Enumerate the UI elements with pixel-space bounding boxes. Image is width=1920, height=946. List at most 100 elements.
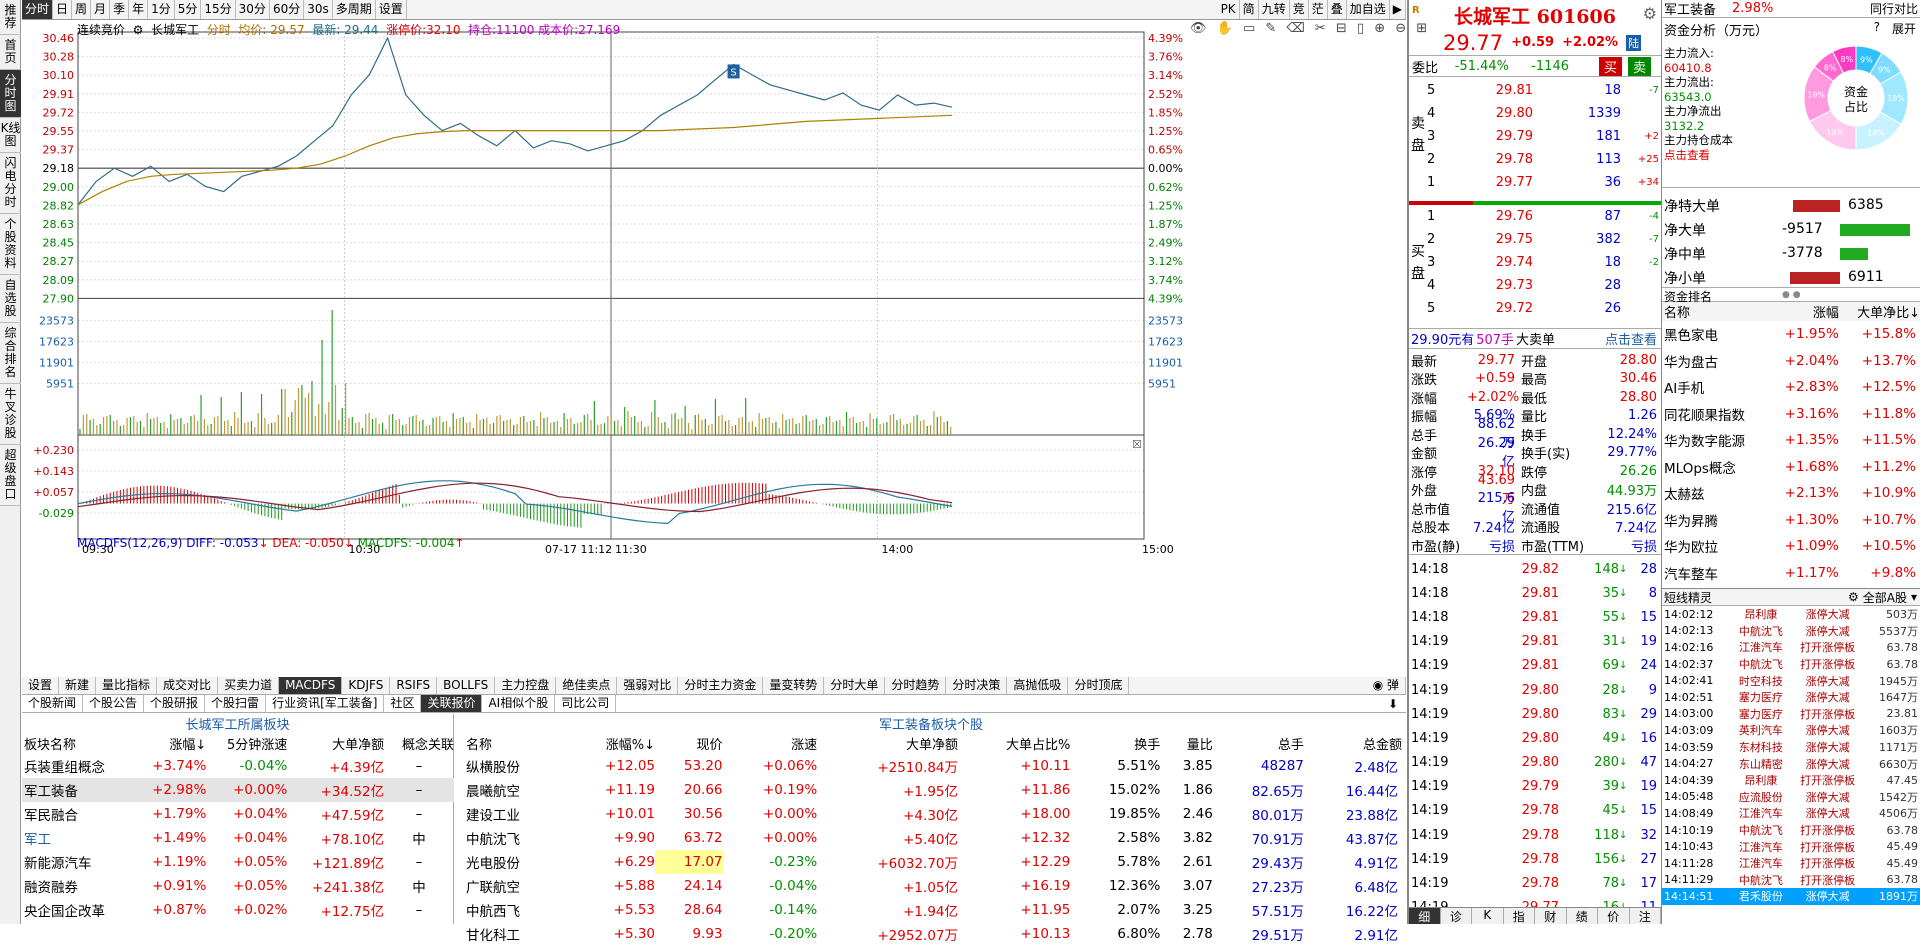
info-tab[interactable]: 社区 [384, 695, 422, 712]
toolbar-button[interactable]: 九转 [1259, 0, 1290, 19]
shortwave-row[interactable]: 14:03:00 塞力医疗 打开涨停板 23.81 [1662, 706, 1920, 723]
pager-dots[interactable]: ● ● [1782, 290, 1801, 300]
stock-row[interactable]: 甘化科工 +5.30 9.93 -0.20% +2952.07万 +10.13 6.80% 2… [456, 922, 1402, 946]
toolbar-button[interactable]: 加自选 [1347, 0, 1390, 19]
indicator-tab[interactable]: 分时顶底 [1068, 677, 1130, 694]
stock-row[interactable]: 光电股份 +6.29 17.07 -0.23% +6032.70万 +12.29 5.78%… [456, 850, 1402, 874]
sw-settings-icon[interactable]: ⚙ [1847, 590, 1859, 604]
quote-tab[interactable]: K [1472, 908, 1504, 924]
sector-header[interactable]: 板块名称 [24, 737, 77, 753]
quote-tab[interactable]: 财 [1535, 908, 1567, 924]
indicator-tab[interactable]: 主力控盘 [495, 677, 557, 694]
indicator-tab[interactable]: 高抛低吸 [1007, 677, 1069, 694]
sector-header[interactable]: 涨幅↓ [169, 737, 207, 753]
period-tab[interactable]: 年 [129, 0, 149, 19]
sell-button[interactable]: 卖 [1628, 56, 1652, 76]
shortwave-row[interactable]: 14:03:59 东材科技 涨停大减 1171万 [1662, 739, 1920, 756]
shortwave-row[interactable]: 14:04:27 东山精密 涨停大减 6630万 [1662, 755, 1920, 772]
indicator-tab[interactable]: 新建 [59, 677, 97, 694]
stock-header[interactable]: 量比 [1186, 737, 1213, 753]
stock-header[interactable]: 涨幅%↓ [605, 737, 656, 753]
period-tab[interactable]: 30分 [236, 0, 270, 19]
indicator-tab[interactable]: 买卖力道 [218, 677, 280, 694]
period-tab[interactable]: 多周期 [333, 0, 376, 19]
shortwave-row[interactable]: 14:08:49 江淮汽车 涨停大减 4506万 [1662, 805, 1920, 822]
period-tab[interactable]: 季 [110, 0, 130, 19]
shortwave-row[interactable]: 14:04:39 昂利康 打开涨停板 47.45 [1662, 772, 1920, 789]
shortwave-row[interactable]: 14:02:12 昂利康 涨停大减 503万 [1662, 606, 1920, 623]
toolbar-button[interactable]: 竞 [1290, 0, 1309, 19]
toolbar-button[interactable]: 简 [1240, 0, 1259, 19]
rank-row[interactable]: 太赫兹 +2.13% +10.9% [1662, 480, 1920, 507]
shortwave-row[interactable]: 14:10:19 中航沈飞 打开涨停板 63.78 [1662, 822, 1920, 839]
quote-tab[interactable]: 注 [1630, 908, 1661, 924]
intraday-chart[interactable]: 30.46 4.39% 30.28 3.76% 30.10 3.14% 29.91 2.52%… [22, 20, 1406, 670]
download-icon[interactable]: ⬇ [1387, 696, 1398, 711]
stock-header[interactable]: 大单占比% [1006, 737, 1071, 753]
quote-tab[interactable]: 绩 [1567, 908, 1598, 924]
period-tab[interactable]: 60分 [270, 0, 305, 19]
quote-tab[interactable]: 诊 [1441, 908, 1472, 924]
left-nav-item[interactable]: 超级盘口 [0, 445, 21, 506]
sector-header[interactable]: 5分钟涨速 [227, 737, 288, 753]
sector-row[interactable]: 军民融合 +1.79% +0.04% +47.59亿 – [22, 802, 454, 826]
rank-row[interactable]: 华为数字能源 +1.35% +11.5% [1662, 427, 1920, 454]
buy-button[interactable]: 买 [1599, 56, 1623, 76]
info-tab[interactable]: AI相似个股 [482, 695, 556, 712]
shortwave-row[interactable]: 14:14:51 君禾股份 涨停大减 1891万 [1662, 888, 1920, 905]
rank-row[interactable]: 华为昇腾 +1.30% +10.7% [1662, 507, 1920, 534]
sector-row[interactable]: 兵装重组概念 +3.74% -0.04% +4.39亿 – [22, 754, 454, 778]
asks-level[interactable]: 2 29.78 113 +25 [1425, 148, 1661, 171]
peer-compare-button[interactable]: 同行对比 [1869, 2, 1918, 16]
rank-row[interactable]: MLOps概念 +1.68% +11.2% [1662, 454, 1920, 481]
indicator-tab[interactable]: MACDFS [279, 677, 343, 694]
stock-row[interactable]: 中航沈飞 +9.90 63.72 +0.00% +5.40亿 +12.32 2.58% 3.8… [456, 826, 1402, 850]
info-tab[interactable]: 个股公告 [83, 695, 145, 712]
indicator-tab[interactable]: 分时决策 [946, 677, 1008, 694]
asks-level[interactable]: 5 29.81 18 -7 [1425, 79, 1661, 102]
stock-row[interactable]: 中航西飞 +5.53 28.64 -0.14% +1.94亿 +11.95 2.07% 3.2… [456, 898, 1402, 922]
rank-header[interactable]: 涨幅 [1812, 306, 1839, 321]
stock-header[interactable]: 涨速 [791, 737, 818, 753]
bids-level[interactable]: 4 29.73 28 [1425, 274, 1661, 297]
rank-row[interactable]: 汽车整车 +1.17% +9.8% [1662, 560, 1920, 587]
toolbar-button[interactable]: ▶ [1390, 0, 1406, 19]
rank-row[interactable]: 黑色家电 +1.95% +15.8% [1662, 321, 1920, 348]
indicator-tab[interactable]: 强弱对比 [617, 677, 679, 694]
asks-level[interactable]: 4 29.80 1339 [1425, 102, 1661, 125]
stock-header[interactable]: 大单净额 [905, 737, 958, 753]
period-tab[interactable]: 5分 [175, 0, 202, 19]
sector-row[interactable]: 融资融券 +0.91% +0.05% +241.38亿 中 [22, 874, 454, 898]
bigsell-link[interactable]: 点击查看 [1604, 333, 1657, 348]
shortwave-row[interactable]: 14:10:43 江淮汽车 打开涨停板 45.49 [1662, 838, 1920, 855]
period-tab[interactable]: 月 [91, 0, 111, 19]
shortwave-row[interactable]: 14:02:37 中航沈飞 打开涨停板 63.78 [1662, 656, 1920, 673]
indicator-tab[interactable]: 分时趋势 [885, 677, 947, 694]
info-tab[interactable]: 行业资讯[军工装备] [266, 695, 385, 712]
rank-header[interactable]: 大单净比↓ [1857, 306, 1920, 321]
popup-toggle[interactable]: ◉ 弹 [1367, 677, 1406, 694]
info-tab[interactable]: 个股研报 [144, 695, 206, 712]
stock-header[interactable]: 现价 [696, 737, 723, 753]
help-icon[interactable]: ? [1873, 20, 1880, 34]
chevron-down-icon[interactable]: ▾ [1910, 590, 1917, 604]
info-tab[interactable]: 司比公司 [555, 695, 617, 712]
shortwave-row[interactable]: 14:02:41 时空科技 涨停大减 1945万 [1662, 672, 1920, 689]
quote-tab[interactable]: 指 [1504, 908, 1535, 924]
period-tab[interactable]: 设置 [376, 0, 407, 19]
shortwave-row[interactable]: 14:05:48 应流股份 涨停大减 1542万 [1662, 789, 1920, 806]
indicator-tab[interactable]: KDJFS [342, 677, 391, 694]
toolbar-button[interactable]: PK [1218, 0, 1240, 19]
rank-row[interactable]: 华为盘古 +2.04% +13.7% [1662, 348, 1920, 375]
stock-row[interactable]: 建设工业 +10.01 30.56 +0.00% +4.30亿 +18.00 19.85% 2… [456, 802, 1402, 826]
rank-header[interactable]: 名称 [1664, 306, 1691, 321]
asks-level[interactable]: 3 29.79 181 +2 [1425, 125, 1661, 148]
rank-row[interactable]: 华为欧拉 +1.09% +10.5% [1662, 533, 1920, 560]
stock-header[interactable]: 换手 [1134, 737, 1161, 753]
close-icon[interactable]: ☒ [1132, 438, 1142, 451]
indicator-tab[interactable]: 量比指标 [96, 677, 158, 694]
info-tab[interactable]: 个股新闻 [22, 695, 84, 712]
left-nav-item[interactable]: 牛叉诊股 [0, 384, 21, 445]
sector-name[interactable]: 军工装备 [1664, 3, 1717, 18]
indicator-tab[interactable]: BOLLFS [437, 677, 496, 694]
